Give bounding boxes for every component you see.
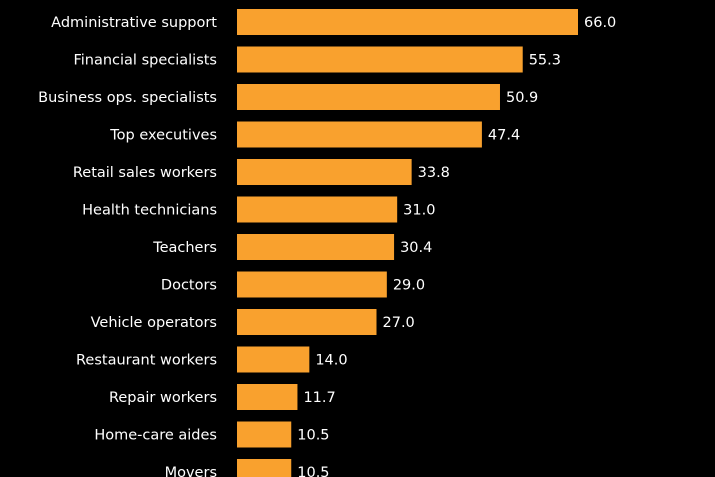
value-label: 29.0 <box>393 278 425 294</box>
category-label: Home-care aides <box>94 428 217 444</box>
category-label: Administrative support <box>51 15 217 31</box>
value-label: 14.0 <box>315 353 347 369</box>
category-label: Movers <box>165 465 217 477</box>
value-label: 10.5 <box>297 428 329 444</box>
category-label: Business ops. specialists <box>38 90 217 106</box>
category-label: Teachers <box>152 240 217 256</box>
bar <box>237 271 387 298</box>
value-label: 55.3 <box>529 53 561 69</box>
bar <box>237 459 292 477</box>
value-label: 31.0 <box>403 203 435 219</box>
value-label: 27.0 <box>383 315 415 331</box>
bar <box>237 384 298 410</box>
category-label: Top executives <box>109 128 217 144</box>
value-label: 11.7 <box>303 390 335 406</box>
bar <box>237 234 395 260</box>
category-label: Doctors <box>161 278 217 294</box>
value-label: 50.9 <box>506 90 538 106</box>
category-label: Health technicians <box>82 203 217 219</box>
bar <box>237 46 523 73</box>
bar <box>237 121 482 148</box>
bar <box>237 346 310 373</box>
bar <box>237 84 500 110</box>
category-label: Vehicle operators <box>91 315 217 331</box>
value-label: 10.5 <box>297 465 329 477</box>
value-label: 47.4 <box>488 128 520 144</box>
bar <box>237 309 377 335</box>
bar <box>237 9 578 35</box>
bar <box>237 196 398 223</box>
value-label: 66.0 <box>584 15 616 31</box>
value-label: 30.4 <box>400 240 432 256</box>
category-label: Retail sales workers <box>73 165 217 181</box>
category-label: Restaurant workers <box>76 353 217 369</box>
category-label: Repair workers <box>109 390 217 406</box>
value-label: 33.8 <box>418 165 450 181</box>
category-label: Financial specialists <box>73 53 217 69</box>
bar <box>237 421 292 448</box>
bar <box>237 159 412 185</box>
